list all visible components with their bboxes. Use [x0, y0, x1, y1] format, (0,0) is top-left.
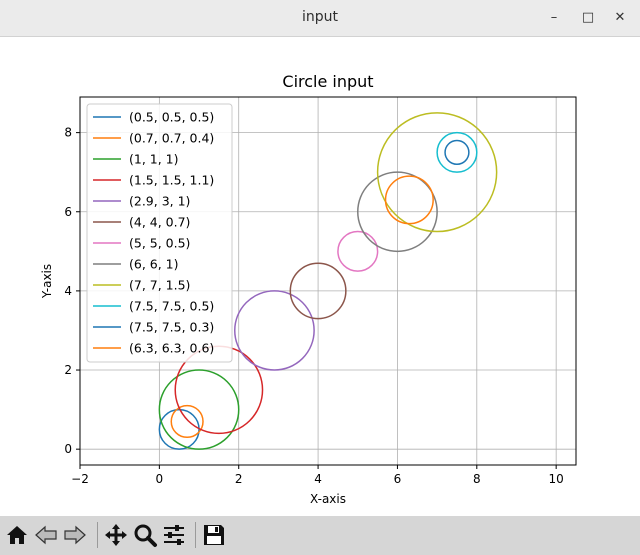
legend-label: (1, 1, 1): [129, 152, 179, 167]
circle-mark: [170, 404, 204, 439]
circle-mark: [234, 290, 315, 371]
legend-box: [86, 103, 233, 363]
x-tick-label: 6: [394, 472, 402, 486]
circle-mark: [158, 369, 240, 450]
circle-mark: [384, 175, 434, 225]
circle-mark: [289, 262, 347, 320]
save-floppy-icon[interactable]: [201, 522, 227, 548]
legend-label: (7.5, 7.5, 0.3): [129, 320, 214, 335]
x-tick-label: −2: [71, 472, 89, 486]
pan-move-icon[interactable]: [103, 522, 129, 548]
x-tick-label: 0: [156, 472, 164, 486]
navigation-toolbar: [0, 516, 640, 555]
legend-label: (4, 4, 0.7): [129, 215, 190, 230]
axis-ticks: −2 0 2 4 6 8 10 0 2 4 6 8: [64, 126, 563, 486]
y-tick-label: 4: [64, 284, 72, 298]
plot-frame: [79, 96, 577, 466]
x-tick-label: 8: [473, 472, 481, 486]
legend-label: (7.5, 7.5, 0.5): [129, 299, 214, 314]
circle-layer: [158, 112, 498, 450]
y-tick-label: 2: [64, 363, 72, 377]
y-tick-label: 0: [64, 442, 72, 456]
legend-label: (7, 7, 1.5): [129, 278, 190, 293]
legend-label: (6, 6, 1): [129, 257, 179, 272]
figure-canvas[interactable]: Circle input −2 0 2 4 6 8 10 0 2 4 6 8 X-axis Y-axi…: [0, 37, 640, 516]
window-titlebar: input – □ ✕: [0, 0, 640, 37]
home-icon[interactable]: [4, 522, 30, 548]
minimize-icon[interactable]: –: [550, 10, 558, 25]
y-tick-label: 6: [64, 205, 72, 219]
x-tick-label: 10: [549, 472, 564, 486]
legend-label: (2.9, 3, 1): [129, 194, 190, 209]
circle-chart: Circle input −2 0 2 4 6 8 10 0 2 4 6 8 X-axis Y-axi…: [40, 72, 577, 506]
legend: (0.5, 0.5, 0.5) (0.7, 0.7, 0.4) (1, 1, 1) (…: [86, 103, 233, 363]
chart-title: Circle input: [282, 72, 373, 91]
configure-subplots-icon[interactable]: [161, 522, 187, 548]
legend-label: (0.7, 0.7, 0.4): [129, 131, 214, 146]
circle-mark: [337, 230, 379, 272]
toolbar-separator: [195, 522, 196, 548]
legend-label: (0.5, 0.5, 0.5): [129, 110, 214, 125]
x-tick-label: 4: [314, 472, 322, 486]
forward-arrow-icon[interactable]: [62, 522, 88, 548]
maximize-icon[interactable]: □: [581, 10, 595, 25]
circle-mark: [376, 112, 498, 233]
close-icon[interactable]: ✕: [614, 10, 626, 25]
back-arrow-icon[interactable]: [33, 522, 59, 548]
y-axis-label: Y-axis: [40, 264, 54, 299]
circle-mark: [357, 171, 438, 253]
y-tick-label: 8: [64, 126, 72, 140]
zoom-magnifier-icon[interactable]: [132, 522, 158, 548]
window-title: input: [301, 9, 338, 25]
legend-label: (1.5, 1.5, 1.1): [129, 173, 214, 188]
toolbar-separator: [97, 522, 98, 548]
circle-mark: [444, 139, 470, 166]
legend-label: (5, 5, 0.5): [129, 236, 190, 251]
circle-mark: [436, 131, 478, 173]
x-tick-label: 2: [235, 472, 243, 486]
x-axis-label: X-axis: [310, 492, 346, 506]
legend-label: (6.3, 6.3, 0.6): [129, 341, 214, 356]
